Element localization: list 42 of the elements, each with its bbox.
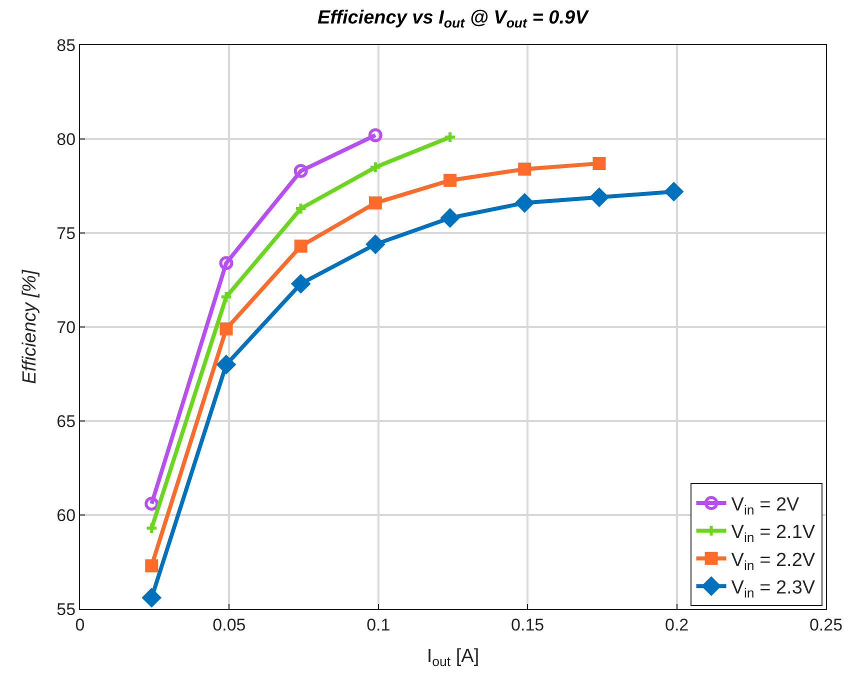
x-tick-label: 0.1 — [366, 615, 390, 634]
y-tick-label: 75 — [56, 224, 76, 243]
legend-label: V$_{in}$ = 2.3V — [731, 578, 816, 601]
point — [142, 588, 161, 608]
legend-label: V$_{in}$ = 2.2V — [731, 550, 816, 573]
y-axis-title: Efficiency [%] — [20, 269, 41, 384]
point — [368, 128, 382, 142]
y-tick-label: 85 — [56, 36, 76, 55]
point — [219, 256, 234, 270]
point — [294, 202, 308, 215]
x-axis-title: I$_{out}$ [A] — [426, 646, 480, 670]
legend-label: V$_{in}$ = 2.1V — [731, 522, 816, 546]
chart-title: Efficiency vs I$_{out}$ @ V$_{out}$ = 0.9V — [317, 8, 590, 31]
point — [444, 174, 457, 187]
point — [590, 188, 609, 207]
point — [368, 196, 382, 210]
point — [294, 240, 308, 253]
point — [216, 355, 236, 374]
point — [664, 182, 684, 201]
x-tick-label: 0.15 — [511, 615, 544, 634]
point — [220, 322, 233, 336]
legend-label: V$_{in}$ = 2V — [731, 494, 800, 518]
point — [145, 559, 158, 572]
point — [518, 162, 532, 176]
x-tick-label: 0 — [75, 615, 85, 634]
x-tick-label: 0.05 — [212, 615, 246, 634]
y-tick-label: 55 — [56, 600, 76, 619]
y-tick-label: 60 — [56, 506, 76, 525]
y-tick-label: 65 — [56, 412, 76, 431]
point — [292, 274, 310, 294]
x-tick-label: 0.25 — [809, 615, 843, 634]
point — [366, 234, 385, 254]
point — [369, 160, 382, 174]
point — [294, 164, 308, 178]
point — [515, 194, 534, 212]
x-tick-label: 0.2 — [664, 615, 689, 634]
y-tick-label: 80 — [56, 130, 76, 149]
point — [592, 156, 606, 170]
point — [144, 496, 159, 511]
y-tick-label: 70 — [56, 318, 76, 337]
point — [440, 208, 460, 228]
point — [220, 290, 233, 304]
